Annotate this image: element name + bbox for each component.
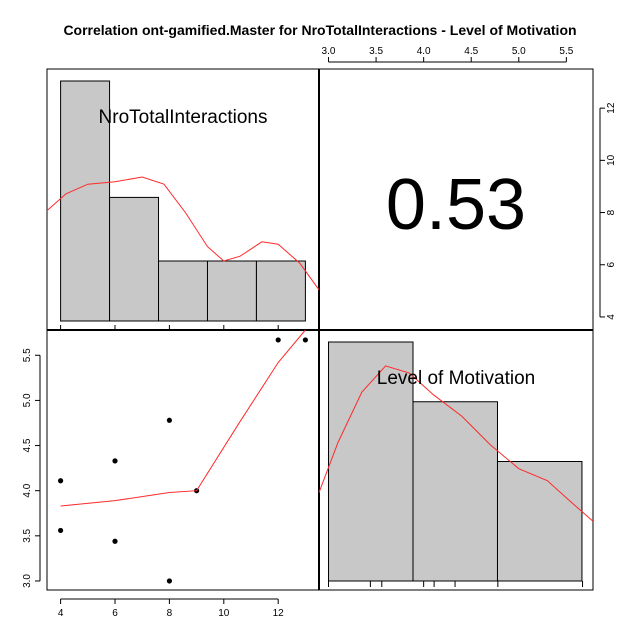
left-axis-tick-label-1: 3.0	[22, 574, 33, 588]
scatter-panel	[58, 329, 308, 584]
axes: 4 6 8 10 12 3.0 3.5 4.0 4.5 5.0 5.5 3.0 3.5 4.0 4.5 5.0…	[22, 46, 617, 619]
left-axis-tick-label-6: 5.5	[22, 348, 33, 362]
scatter-point-4	[112, 538, 118, 544]
variable-label-nrototalinteractions: NroTotalInteractions	[99, 107, 268, 128]
hist-x-density-line	[46, 176, 320, 291]
top-axis-tick-label-2: 3.5	[369, 46, 383, 57]
hist-x-bar-2	[109, 196, 160, 322]
chart-title: Correlation ont-gamified.Master for NroT…	[63, 22, 576, 38]
scatter-point-5	[166, 417, 172, 423]
scatter-smooth-line	[60, 329, 306, 507]
left-axis-tick-label-5: 5.0	[22, 393, 33, 407]
bottom-axis-tick-label-5: 12	[273, 608, 285, 619]
bottom-axis-tick-label-1: 4	[58, 608, 64, 619]
hist-x-panel	[46, 80, 320, 330]
scatter-point-9	[302, 337, 308, 343]
hist-x-bar-4	[206, 260, 257, 322]
correlation-panel: 0.53	[386, 165, 526, 245]
correlation-value: 0.53	[386, 165, 526, 245]
right-axis-tick-label-4: 10	[606, 154, 617, 166]
scatter-point-2	[58, 527, 64, 534]
hist-y-bar-2	[412, 401, 498, 582]
left-axis-tick-label-4: 4.5	[22, 438, 33, 452]
scatter-point-1	[58, 478, 64, 484]
right-axis-tick-label-1: 4	[606, 314, 617, 320]
variable-label-level-of-motivation: Level of Motivation	[377, 368, 535, 389]
hist-y-panel	[318, 341, 594, 587]
top-axis-tick-label-1: 3.0	[322, 46, 336, 57]
top-axis-tick-label-5: 5.0	[512, 46, 526, 57]
top-axis-tick-label-3: 4.0	[417, 46, 431, 57]
hist-y-bar-3	[496, 461, 583, 582]
right-axis-tick-label-5: 12	[606, 102, 617, 114]
bottom-axis-tick-label-3: 8	[167, 608, 173, 619]
left-axis-tick-label-2: 3.5	[22, 528, 33, 542]
left-axis-tick-label-3: 4.0	[22, 483, 33, 497]
panel-scatter-frame	[46, 329, 320, 591]
hist-y-density-line	[318, 365, 594, 522]
bottom-axis-tick-label-2: 6	[112, 608, 118, 619]
right-axis-tick-label-3: 8	[606, 209, 617, 215]
bottom-axis-tick-label-4: 10	[218, 608, 230, 619]
hist-x-bar-3	[158, 260, 208, 322]
scatter-point-8	[275, 337, 281, 343]
right-axis-tick-label-2: 6	[606, 262, 617, 268]
scatter-point-3	[112, 458, 118, 464]
top-axis-tick-label-6: 5.5	[559, 46, 573, 57]
top-axis-tick-label-4: 4.5	[464, 46, 478, 57]
hist-x-bar-5	[255, 260, 306, 322]
scatter-point-6	[166, 578, 172, 584]
hist-x-bar-1	[60, 80, 111, 322]
